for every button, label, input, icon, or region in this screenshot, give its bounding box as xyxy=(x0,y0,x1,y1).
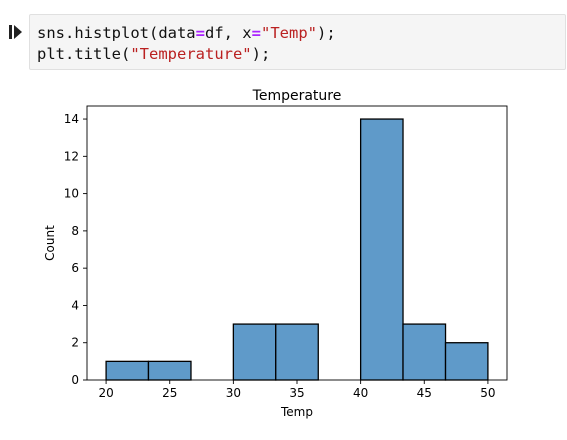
code-token: ); xyxy=(251,45,271,63)
code-token: = xyxy=(251,24,261,42)
x-tick-label: 35 xyxy=(289,386,304,400)
y-tick-label: 12 xyxy=(64,149,79,163)
x-tick-label: 50 xyxy=(480,386,495,400)
x-tick-label: 25 xyxy=(162,386,177,400)
histogram-bar xyxy=(232,323,277,381)
y-tick-label: 8 xyxy=(71,224,79,238)
histogram-bar xyxy=(359,118,404,381)
x-tick-label: 20 xyxy=(98,386,113,400)
code-token: ); xyxy=(317,24,336,42)
x-tick-label: 30 xyxy=(226,386,241,400)
x-tick-label: 40 xyxy=(353,386,368,400)
x-axis-label: Temp xyxy=(280,405,313,419)
cell-output: 20 25 30 35 40 45 50 0 2 4 6 8 10 12 14 Temperature Temp… xyxy=(0,80,567,436)
y-tick-label: 2 xyxy=(71,336,79,350)
y-tick-label: 14 xyxy=(64,112,79,126)
code-editor[interactable]: sns.histplot(data=df, x="Temp"); plt.tit… xyxy=(29,14,566,70)
code-token: df, x xyxy=(204,24,252,42)
histogram-chart: 20 25 30 35 40 45 50 0 2 4 6 8 10 12 14 Temperature Temp… xyxy=(43,88,508,419)
y-tick-label: 6 xyxy=(71,261,79,275)
chart-title: Temperature xyxy=(252,88,342,104)
histogram-bar xyxy=(444,342,489,381)
code-token: = xyxy=(195,24,205,42)
histogram-bar xyxy=(147,360,192,381)
y-tick-label: 0 xyxy=(71,373,79,387)
run-cell-icon[interactable] xyxy=(9,24,23,40)
code-token: sns.histplot(data xyxy=(37,24,196,42)
code-token: "Temperature" xyxy=(130,45,252,63)
x-tick-label: 45 xyxy=(417,386,432,400)
code-line: sns.histplot(data=df, x="Temp"); xyxy=(37,23,336,43)
histogram-bar xyxy=(275,323,319,381)
y-tick-label: 10 xyxy=(64,187,79,201)
y-tick-label: 4 xyxy=(71,298,79,312)
y-axis-label: Count xyxy=(43,225,57,261)
histogram-bar xyxy=(402,323,447,381)
code-token: plt.title( xyxy=(37,45,131,63)
code-line: plt.title("Temperature"); xyxy=(37,44,270,64)
histogram-bar xyxy=(105,360,150,381)
code-token: "Temp" xyxy=(261,24,317,42)
